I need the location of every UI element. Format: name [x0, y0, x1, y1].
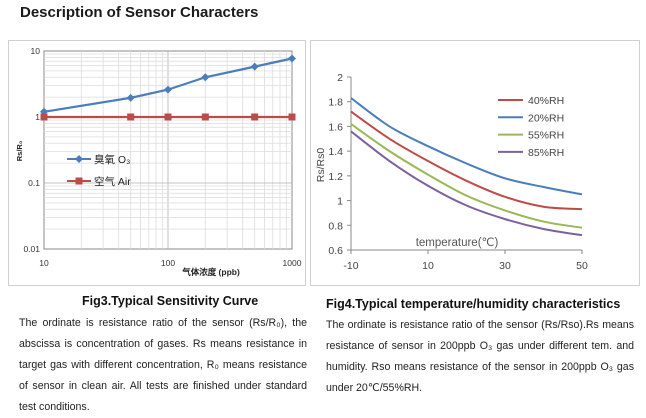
fig4-x-tick-label: 10 — [422, 260, 434, 272]
fig4-legend-label: 40%RH — [528, 95, 564, 107]
fig4-x-axis-label: temperature(℃) — [416, 237, 499, 249]
fig4-y-axis-label: Rs/Rs0 — [315, 148, 327, 183]
fig4-y-tick-label: 1 — [337, 196, 343, 208]
fig3-data-point — [127, 113, 135, 121]
fig4-y-tick-label: 0.6 — [328, 245, 343, 257]
fig4-x-tick-label: 30 — [499, 260, 511, 272]
fig3-data-point — [201, 113, 209, 121]
fig3-chart: 0.01 0.1 1 10 10 100 1000 气体浓度 (ppb) Rs/R₀ 臭氧 O₃ 空… — [15, 46, 302, 277]
fig4-series-line — [350, 110, 583, 211]
fig3-data-point — [251, 113, 259, 121]
page-title: Description of Sensor Characters — [20, 4, 259, 21]
fig3-y-tick-label: 10 — [31, 46, 41, 56]
fig3-data-point — [201, 73, 210, 82]
fig3-data-point — [288, 113, 296, 121]
fig4-legend-label: 55%RH — [528, 130, 564, 142]
fig3-caption: Fig3.Typical Sensitivity Curve — [82, 294, 259, 308]
fig4-x-tick-label: 50 — [576, 260, 588, 272]
fig4-y-tick-label: 1.2 — [328, 171, 343, 183]
fig3-y-tick-label: 1 — [35, 112, 40, 122]
fig3-x-axis-label: 气体浓度 (ppb) — [181, 267, 240, 277]
fig4-y-tick-label: 0.8 — [328, 220, 343, 232]
fig3-legend-marker — [75, 177, 83, 185]
fig3-y-tick-label: 0.1 — [28, 178, 40, 188]
fig3-data-point — [40, 113, 48, 121]
fig3-data-point — [164, 113, 172, 121]
fig3-data-point — [164, 85, 172, 94]
fig4-series-line — [350, 130, 583, 237]
fig4-caption: Fig4.Typical temperature/humidity charac… — [326, 297, 621, 311]
fig3-data-point — [288, 54, 296, 63]
fig4-chart-frame: 0.6 0.8 1 1.2 1.4 1.6 1.8 2 -10 10 30 50 temperature… — [310, 40, 640, 286]
fig3-series-line — [43, 57, 293, 113]
fig4-description: The ordinate is resistance ratio of the … — [326, 315, 634, 399]
fig4-x-tick-label: -10 — [343, 260, 358, 272]
fig3-x-tick-label: 100 — [161, 258, 175, 268]
fig3-x-tick-label: 10 — [39, 258, 49, 268]
fig3-description: The ordinate is resistance ratio of the … — [19, 313, 307, 418]
fig3-data-point — [250, 62, 259, 71]
fig4-y-tick-label: 1.4 — [328, 146, 343, 158]
fig3-y-axis-label: Rs/R₀ — [15, 141, 24, 161]
fig4-chart: 0.6 0.8 1 1.2 1.4 1.6 1.8 2 -10 10 30 50 temperature… — [315, 72, 588, 272]
fig4-description-text: The ordinate is resistance ratio of the … — [326, 319, 634, 394]
fig3-x-tick-label: 1000 — [283, 258, 302, 268]
fig3-legend-marker — [75, 155, 83, 163]
fig4-series-line — [350, 123, 583, 229]
fig4-y-tick-label: 1.6 — [328, 121, 343, 133]
fig3-y-tick-label: 0.01 — [23, 244, 40, 254]
fig4-legend-label: 85%RH — [528, 147, 564, 159]
fig4-y-tick-label: 1.8 — [328, 97, 343, 109]
fig3-description-text: The ordinate is resistance ratio of the … — [19, 317, 307, 413]
fig4-y-tick-label: 2 — [337, 72, 343, 84]
fig3-chart-frame: 0.01 0.1 1 10 10 100 1000 气体浓度 (ppb) Rs/R₀ 臭氧 O₃ 空… — [8, 40, 306, 286]
fig4-legend-label: 20%RH — [528, 112, 564, 124]
fig3-legend-label: 空气 Air — [94, 175, 131, 188]
fig4-series-line — [350, 97, 583, 196]
fig3-legend-label: 臭氧 O₃ — [94, 153, 130, 166]
